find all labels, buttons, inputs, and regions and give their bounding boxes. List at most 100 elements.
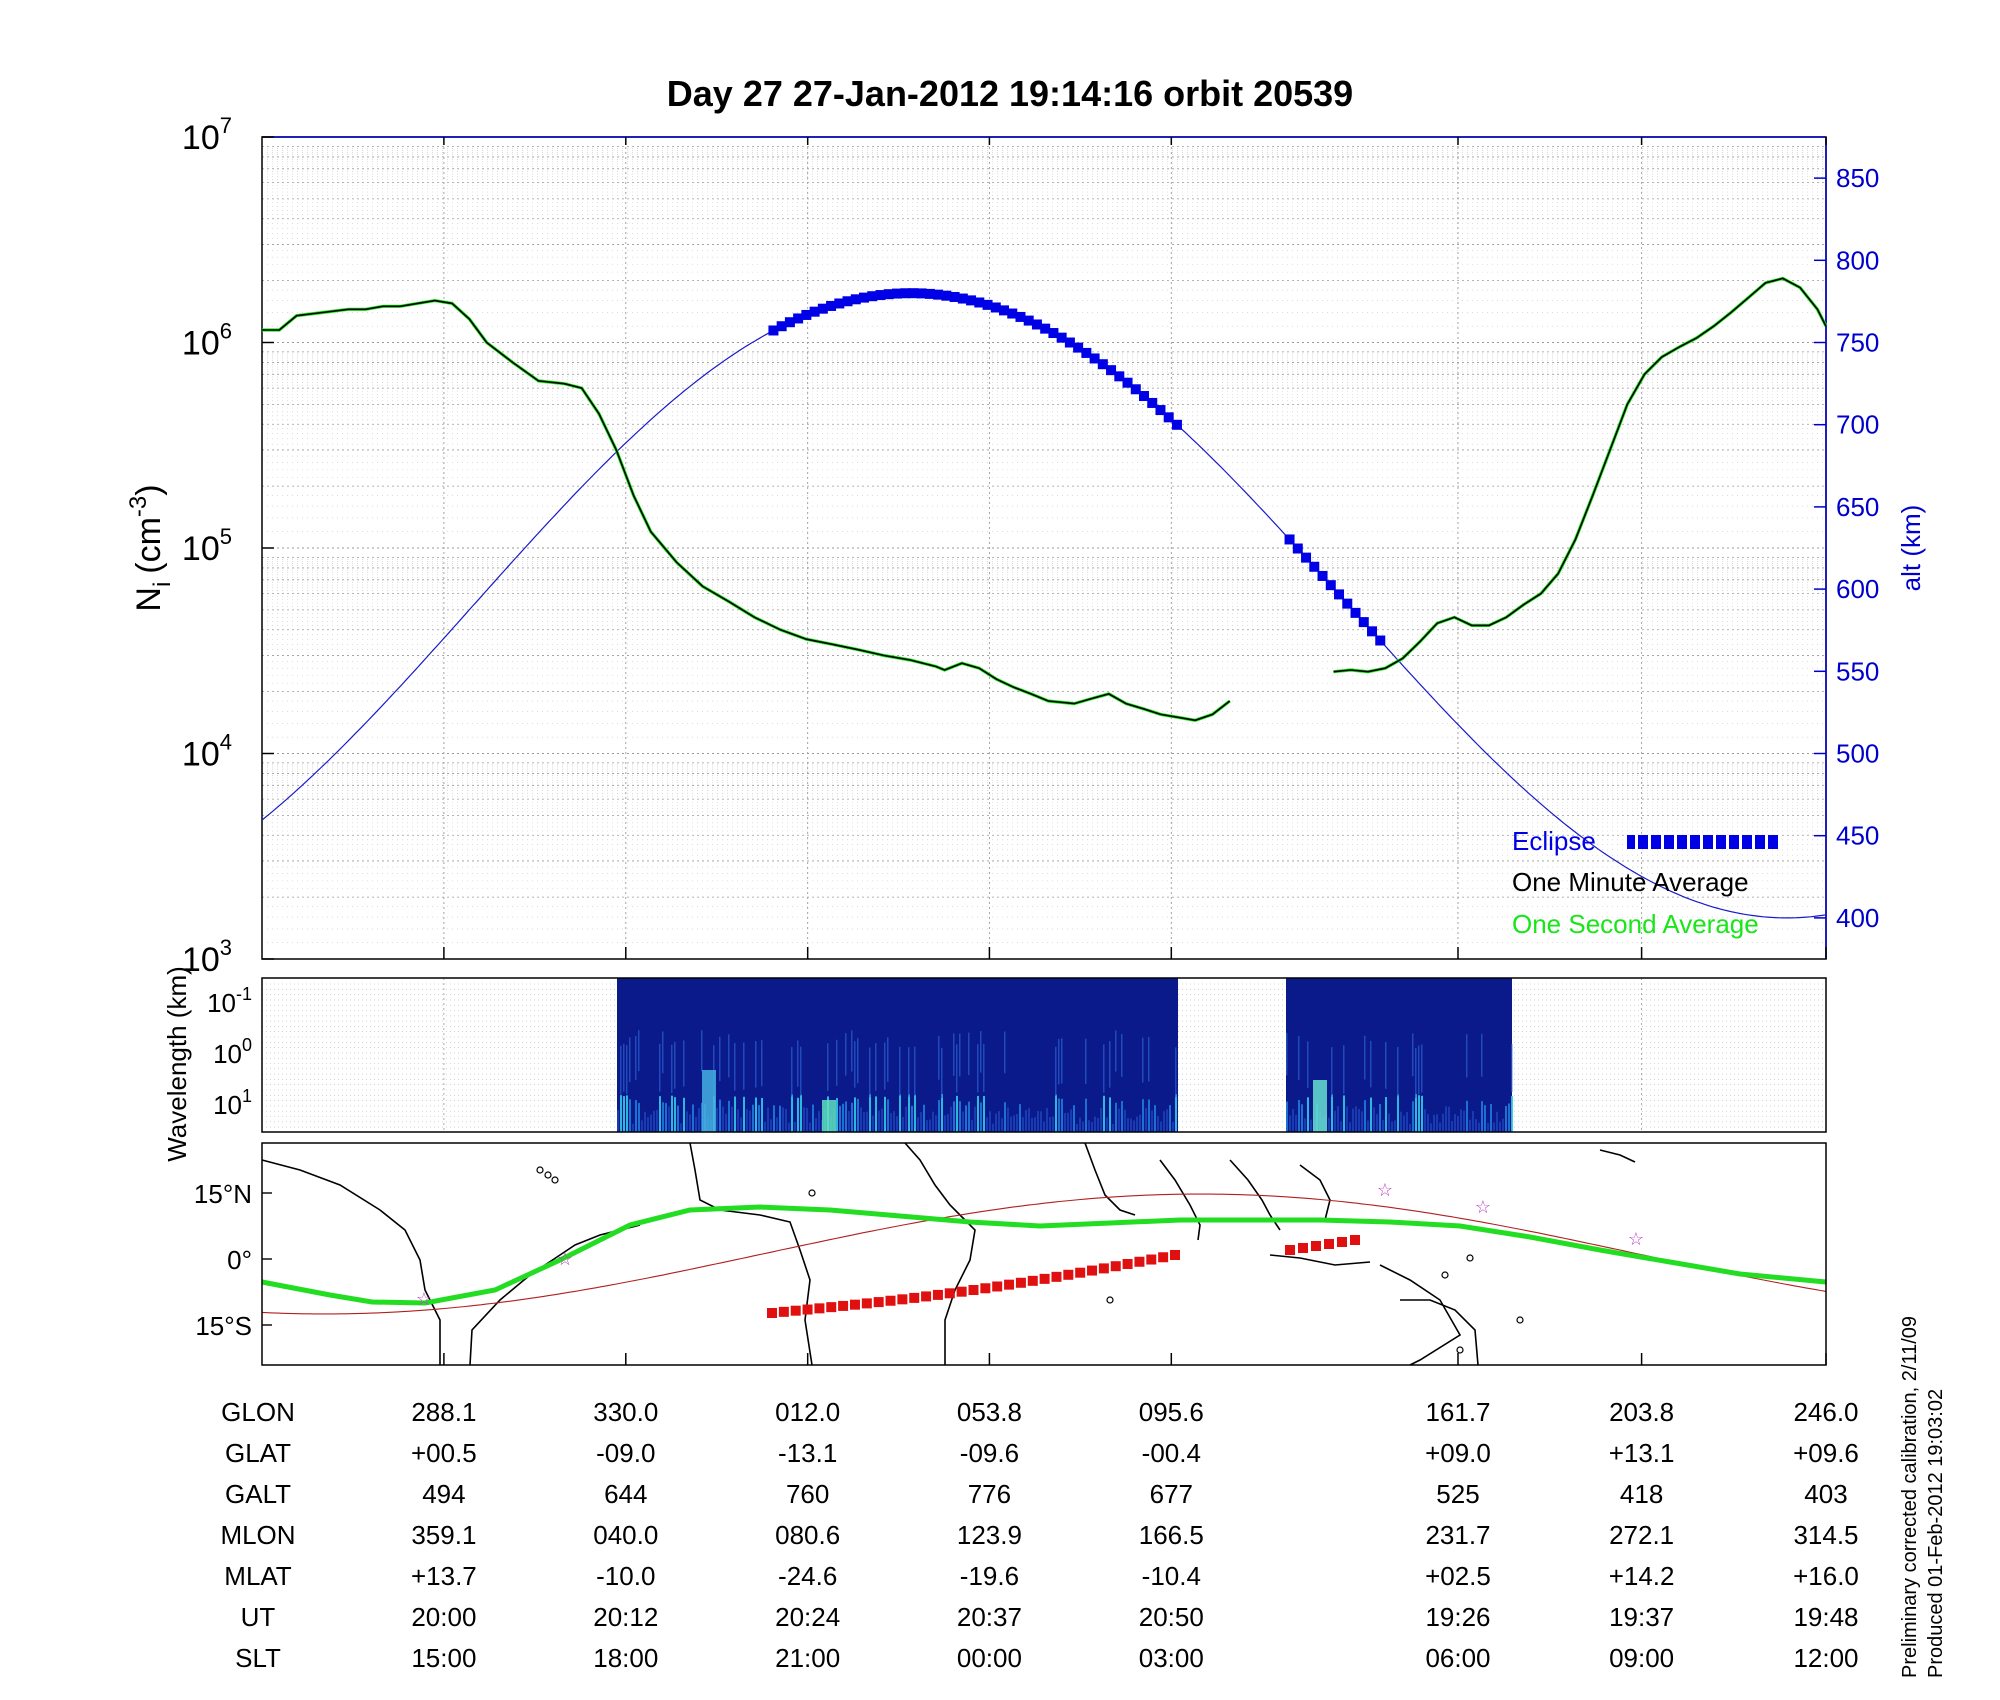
satellite-ground-track [261, 1204, 1827, 1306]
ground-tracks: ☆ ☆ ☆ ☆ ☆ [261, 1180, 1827, 1365]
star-marker: ☆ [557, 1249, 573, 1269]
chart-title: Day 27 27-Jan-2012 19:14:16 orbit 20539 [667, 73, 1353, 114]
spectrogram-streak [884, 1096, 886, 1132]
table-cell: +02.5 [1425, 1561, 1491, 1591]
spectrogram-streak [1007, 1107, 1009, 1132]
spectrogram-streak [842, 1103, 844, 1132]
spectrogram-streak [893, 1111, 895, 1132]
island [1516, 1316, 1524, 1324]
altitude-line [261, 292, 1827, 919]
eclipse-track-marker [790, 1305, 801, 1316]
spectrogram-streak-upper [1121, 1033, 1123, 1077]
eclipse-track-marker [814, 1303, 825, 1314]
eclipse-marker [850, 294, 861, 305]
spectrogram-streak [845, 1101, 847, 1132]
table-cell: 12:00 [1793, 1643, 1858, 1673]
spectrogram-streak [776, 1117, 778, 1132]
spectrogram-streak [1511, 1095, 1513, 1132]
spectrogram-streak-upper [854, 1041, 856, 1088]
alt-y-ticks: 400 450 500 550 600 650 700 750 800 850 [1814, 163, 1879, 933]
eclipse-marker [1023, 315, 1034, 326]
spectrogram-streak-upper [938, 1035, 940, 1080]
eclipse-marker [908, 288, 919, 299]
spectrogram-streak [917, 1117, 919, 1132]
spectrogram-streak [863, 1112, 865, 1132]
eclipse-marker [809, 306, 820, 317]
spectrogram-streak [644, 1111, 646, 1132]
table-cell: 040.0 [593, 1520, 658, 1550]
spectrogram-streak [1508, 1103, 1510, 1132]
table-cell: -10.4 [1142, 1561, 1201, 1591]
spectrogram-streak [803, 1107, 805, 1132]
eclipse-marker [1073, 342, 1084, 353]
spectrogram-streak [956, 1095, 958, 1132]
spectrogram-streak [1061, 1098, 1063, 1132]
eclipse-marker [883, 289, 894, 300]
spectrogram-streak [1409, 1123, 1411, 1132]
swatch-gap [1726, 835, 1729, 849]
table-cell: 095.6 [1139, 1397, 1204, 1427]
spectrogram-streak [1058, 1098, 1060, 1132]
spectrogram-streak [1457, 1115, 1459, 1132]
wavelength-y-ticks: 10-1 100 101 [207, 984, 252, 1120]
coastline [1269, 1254, 1371, 1266]
table-row-label: GLON [221, 1397, 295, 1427]
alt-tick-label: 500 [1836, 739, 1879, 769]
spectrogram-streak [1427, 1114, 1429, 1132]
spectrogram-streak [1289, 1115, 1291, 1132]
y-tick-label: 106 [182, 319, 232, 363]
spectrogram-streak [1055, 1094, 1057, 1132]
spectrogram-streak [659, 1096, 661, 1132]
spectrogram-streak [1286, 1101, 1288, 1132]
spectrogram-streak-upper [800, 1046, 802, 1096]
produced-note: Produced 01-Feb-2012 19:03:02 [1925, 1389, 1947, 1678]
spectrogram-streak [677, 1105, 679, 1132]
spectrogram-streak [1400, 1111, 1402, 1132]
table-cell: -09.0 [596, 1438, 655, 1468]
spectrogram-streak [947, 1113, 949, 1132]
map-axes-frame [261, 1142, 1827, 1366]
alt-tick-label: 550 [1836, 656, 1879, 686]
eclipse-marker [924, 288, 935, 299]
spectrogram-streak [809, 1122, 811, 1132]
spectrogram-streak [641, 1120, 643, 1132]
swatch-gap [1752, 835, 1755, 849]
spectrogram-streak [1142, 1099, 1144, 1132]
spectrogram-streak [737, 1109, 739, 1132]
swatch-gap [1648, 835, 1651, 849]
eclipse-track-marker [849, 1299, 860, 1310]
table-row-label: GLAT [225, 1438, 291, 1468]
table-cell: 203.8 [1609, 1397, 1674, 1427]
spectrogram-bright [822, 1100, 836, 1132]
spectrogram-streak [653, 1110, 655, 1132]
coastline [1159, 1159, 1201, 1241]
table-cell: +09.6 [1793, 1438, 1859, 1468]
spectrogram-streak [1505, 1105, 1507, 1132]
spectrogram-streak [848, 1111, 850, 1132]
spectrogram-streak [1031, 1117, 1033, 1132]
spectrogram-streak-upper [626, 1045, 628, 1094]
eclipse-track-marker [1027, 1275, 1038, 1286]
table-row-label: SLT [235, 1643, 281, 1673]
table-cell: 20:37 [957, 1602, 1022, 1632]
table-cell: 776 [968, 1479, 1011, 1509]
table-cell: 19:48 [1793, 1602, 1858, 1632]
spectrogram-streak-upper [899, 1046, 901, 1097]
spectrogram-streak [773, 1105, 775, 1132]
spectrogram-streak [1445, 1106, 1447, 1132]
wavelength-ylabel: Wavelength (km) [162, 966, 192, 1162]
table-cell: 18:00 [593, 1643, 658, 1673]
spectrogram-streak [1451, 1121, 1453, 1132]
altitude-curve [261, 292, 1827, 919]
island [551, 1176, 559, 1184]
table-cell: 21:00 [775, 1643, 840, 1673]
table-cell: 166.5 [1139, 1520, 1204, 1550]
y-tick-label: 103 [182, 935, 232, 979]
table-cell: 20:00 [411, 1602, 476, 1632]
spectrogram-streak-upper [941, 1047, 943, 1098]
swatch-gap [1700, 835, 1703, 849]
eclipse-marker [1048, 328, 1059, 339]
table-cell: 19:37 [1609, 1602, 1674, 1632]
eclipse-marker [1122, 377, 1133, 388]
eclipse-track-marker [980, 1283, 991, 1294]
